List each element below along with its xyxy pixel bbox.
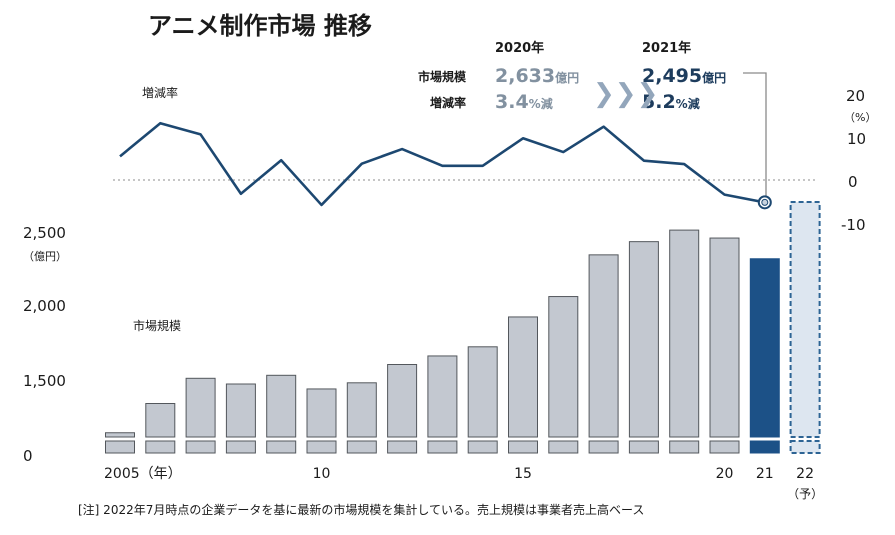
bar [709, 237, 740, 438]
forecast-bar [789, 201, 821, 438]
x-tick-label: 2005（年） [104, 466, 182, 482]
bar-axis-tick: 2,500 [23, 224, 66, 242]
bar-axis-tick: 1,500 [23, 372, 66, 390]
bar [508, 316, 538, 438]
bar [427, 355, 458, 438]
callout-curr-size: 2,495億円 [642, 65, 726, 87]
x-forecast-label: （予） [787, 487, 823, 501]
bar [588, 254, 619, 438]
callout-row-label-rate: 増減率 [430, 95, 466, 110]
line-layer [113, 72, 818, 210]
callout-prev-rate-value: 3.4 [495, 91, 529, 113]
x-tick-label: 10 [313, 466, 331, 482]
highlight-marker-inner [761, 198, 769, 206]
callout-prev-rate-unit: %減 [529, 96, 553, 111]
bar-base [185, 440, 216, 454]
callout-prev-size-unit: 億円 [555, 70, 579, 85]
bar-base [105, 440, 135, 454]
callout-prev-rate: 3.4%減 [495, 91, 553, 113]
bar-base [669, 440, 700, 454]
chart-title: アニメ制作市場 推移 [148, 12, 372, 40]
x-tick-label: 21 [756, 466, 774, 482]
bar-base [588, 440, 619, 454]
callout-prev-size-value: 2,633 [495, 65, 555, 87]
bar-base [266, 440, 297, 454]
callout-arrow-icon: ❯❯❯ [593, 79, 658, 109]
callout-curr-size-unit: 億円 [702, 70, 726, 85]
callout-prev-size: 2,633億円 [495, 65, 579, 87]
x-tick-label: 20 [716, 466, 734, 482]
rate-axis-tick: 10 [847, 130, 866, 148]
footnote: [注] 2022年7月時点の企業データを基に最新の市場規模を集計している。売上規… [78, 502, 644, 517]
bar-base [306, 440, 337, 454]
bar-base [427, 440, 458, 454]
bar-axis-tick: 2,000 [23, 297, 66, 315]
callout-curr-rate: 5.2%減 [642, 91, 700, 113]
bar-series-label: 市場規模 [133, 318, 181, 333]
bar [105, 432, 135, 438]
rate-axis-tick: 20 [846, 87, 865, 105]
rate-line [119, 121, 766, 207]
bar-axis-unit: （億円） [23, 250, 67, 263]
rate-axis-tick: 0 [848, 173, 858, 191]
bar [225, 383, 256, 438]
line-series-label: 増減率 [142, 85, 178, 100]
x-axis-ticks: 2005（年） 10 15 20 21 22 （予） [104, 466, 823, 501]
bar-base [346, 440, 377, 454]
bar-axis-tick: 0 [23, 447, 33, 465]
bars-layer [105, 201, 821, 454]
bar [145, 403, 176, 438]
bar [185, 377, 216, 438]
bar-base [709, 440, 740, 454]
bar [306, 388, 337, 438]
callout-prev-year: 2020年 [495, 40, 544, 56]
rate-axis-tick: -10 [841, 216, 866, 234]
rate-axis-unit: （%） [844, 111, 876, 124]
bar-base [225, 440, 256, 454]
x-tick-label: 15 [514, 466, 532, 482]
callout-curr-rate-value: 5.2 [642, 91, 676, 113]
bar-base [467, 440, 498, 454]
forecast-bar-base [789, 440, 821, 454]
highlight-bar [749, 258, 780, 438]
bar-base [145, 440, 176, 454]
callout-row-label-size: 市場規模 [418, 69, 467, 84]
bar [628, 241, 659, 438]
bar [467, 346, 498, 438]
bar-base [749, 440, 780, 454]
bar [548, 296, 579, 438]
bar-base [628, 440, 659, 454]
callout-curr-year: 2021年 [642, 40, 691, 56]
x-tick-label: 22 [796, 466, 814, 482]
bar [387, 364, 418, 438]
bar-base [387, 440, 418, 454]
callout-leader [743, 72, 767, 197]
callout-curr-rate-unit: %減 [676, 96, 700, 111]
bar [346, 382, 377, 438]
callout-curr-size-value: 2,495 [642, 65, 702, 87]
bar [266, 374, 297, 438]
bar-base [548, 440, 579, 454]
bar [669, 229, 700, 438]
bar-base [508, 440, 538, 454]
